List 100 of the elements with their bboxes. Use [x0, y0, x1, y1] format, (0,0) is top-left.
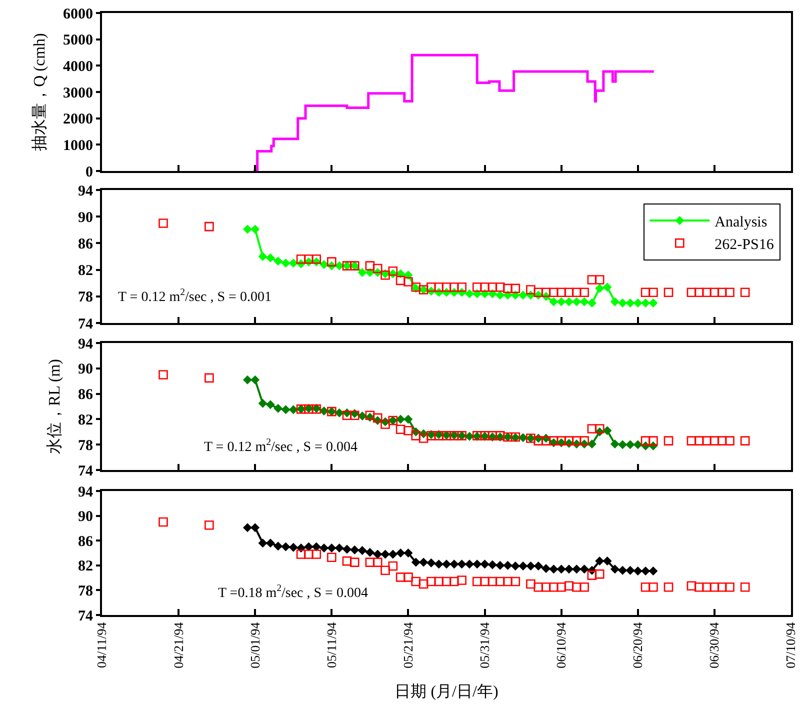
- y-tick-label: 78: [78, 438, 93, 454]
- y-axis-title: 水位，RL (m): [45, 359, 64, 454]
- point: [480, 290, 490, 298]
- point: [572, 288, 582, 298]
- point: [626, 566, 634, 575]
- y-tick-label: 94: [78, 336, 94, 352]
- y-tick-label: 78: [78, 583, 93, 600]
- point: [250, 376, 260, 384]
- point: [588, 440, 596, 448]
- point: [526, 579, 536, 589]
- point: [648, 436, 658, 446]
- point: [587, 570, 597, 580]
- point: [380, 420, 390, 429]
- point: [725, 582, 734, 592]
- point: [342, 556, 352, 566]
- point: [358, 268, 367, 277]
- point: [542, 564, 550, 573]
- point: [396, 276, 406, 286]
- y-tick-label: 86: [78, 387, 94, 404]
- y-tick-label: 78: [78, 290, 93, 306]
- point: [158, 370, 168, 380]
- point: [289, 258, 298, 268]
- point: [250, 523, 260, 532]
- point: [495, 282, 505, 292]
- point: [541, 288, 551, 298]
- point: [442, 560, 451, 568]
- point: [243, 376, 252, 384]
- point: [388, 561, 398, 571]
- point: [204, 520, 214, 530]
- x-tick-label: 06/10/94: [554, 622, 569, 668]
- point: [266, 400, 275, 409]
- legend-label: 262-PS16: [714, 236, 774, 253]
- point: [640, 436, 650, 446]
- point: [396, 572, 406, 582]
- point: [327, 257, 336, 266]
- y-tick-label: 86: [78, 236, 94, 252]
- point: [442, 576, 452, 586]
- point: [595, 556, 604, 566]
- y-tick-label: 90: [78, 362, 93, 378]
- point: [472, 282, 482, 292]
- point: [580, 582, 589, 592]
- point: [588, 298, 596, 308]
- point: [472, 576, 482, 586]
- point: [580, 564, 589, 574]
- point: [274, 542, 282, 550]
- point: [488, 282, 498, 292]
- point: [641, 298, 650, 308]
- point: [534, 562, 543, 570]
- x-tick-label: 04/21/94: [170, 622, 186, 668]
- x-tick-label: 05/31/94: [477, 622, 492, 668]
- point: [740, 582, 750, 592]
- point: [664, 436, 674, 446]
- point: [350, 558, 360, 567]
- point: [158, 218, 168, 228]
- point: [541, 582, 551, 592]
- point: [358, 546, 367, 555]
- point: [618, 566, 627, 575]
- point: [618, 440, 627, 449]
- point: [549, 297, 558, 306]
- x-tick-label: 04/11/94: [94, 622, 110, 668]
- x-tick-label: 05/11/94: [324, 622, 339, 668]
- point: [320, 544, 328, 552]
- point: [694, 288, 704, 298]
- point: [572, 297, 581, 306]
- point: [204, 222, 214, 232]
- point: [458, 560, 466, 568]
- point: [694, 582, 704, 592]
- x-tick-label: 06/30/94: [706, 622, 722, 668]
- point: [243, 523, 252, 532]
- x-tick-label: 05/21/94: [400, 622, 416, 668]
- point: [564, 436, 574, 446]
- point: [564, 564, 574, 574]
- point: [626, 298, 634, 308]
- point: [587, 424, 597, 434]
- point: [274, 256, 282, 266]
- point: [372, 413, 382, 423]
- point: [564, 288, 574, 298]
- point: [526, 562, 535, 570]
- y-tick-label: 90: [78, 509, 93, 526]
- point: [372, 558, 382, 567]
- y-tick-label: 82: [78, 263, 93, 280]
- point: [710, 582, 720, 592]
- point: [626, 440, 634, 449]
- point: [648, 582, 658, 592]
- point: [158, 517, 168, 527]
- point: [618, 298, 627, 308]
- point: [725, 436, 734, 446]
- point: [366, 548, 374, 557]
- y-tick-label: 6000: [63, 6, 93, 22]
- point: [250, 225, 260, 234]
- point: [640, 582, 650, 592]
- x-axis-title: 日期 (月/日/年): [394, 682, 498, 701]
- point: [304, 542, 313, 552]
- point: [442, 282, 452, 292]
- point: [342, 410, 352, 420]
- point: [534, 582, 544, 592]
- point: [541, 436, 551, 446]
- y-tick-label: 74: [78, 608, 94, 624]
- y-tick-label: 90: [78, 210, 93, 226]
- point: [327, 552, 336, 562]
